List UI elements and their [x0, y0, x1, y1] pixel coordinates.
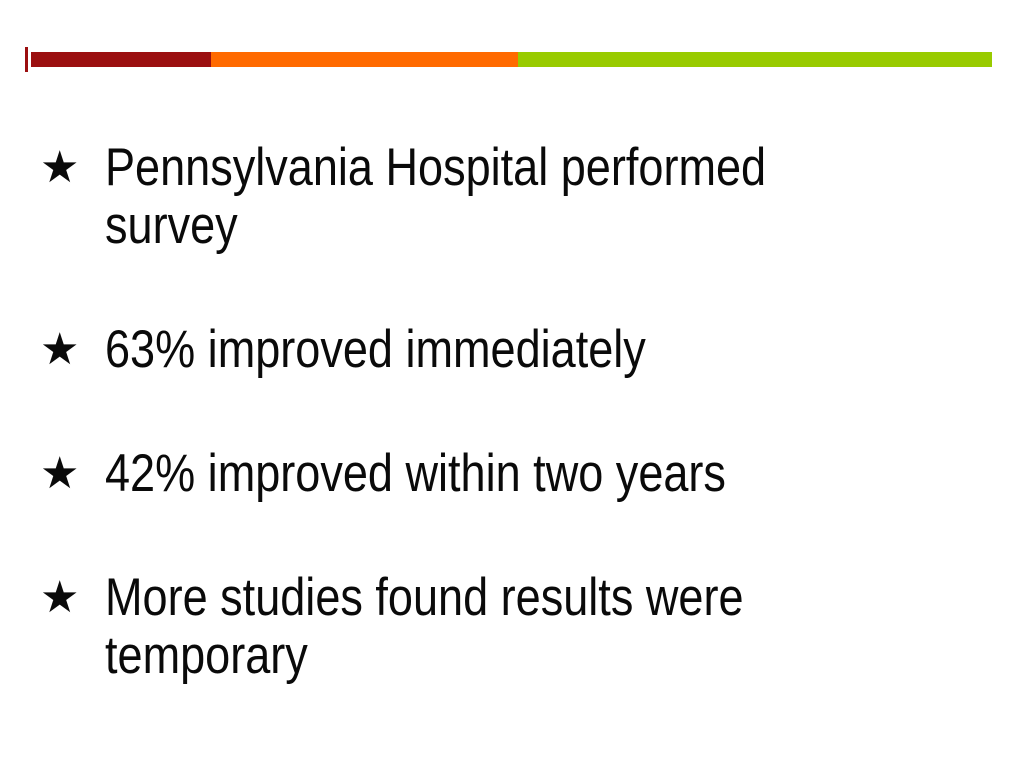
bullet-text: More studies found results were temporar…	[105, 569, 1004, 685]
bullet-line: survey	[105, 196, 238, 255]
accent-bar-tick	[25, 47, 28, 72]
bullet-line: More studies found results were	[105, 568, 744, 627]
bullet-item-42-percent: ★ 42% improved within two years	[40, 445, 1004, 503]
star-bullet-icon: ★	[40, 448, 80, 499]
bullet-line: temporary	[105, 626, 308, 685]
bullet-text: Pennsylvania Hospital performed survey	[105, 139, 1004, 255]
bullet-text: 42% improved within two years	[105, 445, 1004, 503]
accent-bar	[31, 52, 992, 67]
bullet-item-pennsylvania-survey: ★ Pennsylvania Hospital performed survey	[40, 139, 1004, 255]
bullet-text: 63% improved immediately	[105, 321, 1004, 379]
accent-bar-segment-orange	[211, 52, 518, 67]
star-bullet-icon: ★	[40, 324, 80, 375]
bullet-item-63-percent: ★ 63% improved immediately	[40, 321, 1004, 379]
accent-bar-segment-dark-red	[31, 52, 211, 67]
star-bullet-icon: ★	[40, 572, 80, 623]
bullet-line: 63% improved immediately	[105, 320, 646, 379]
bullet-list: ★ Pennsylvania Hospital performed survey…	[40, 139, 1004, 685]
bullet-line: Pennsylvania Hospital performed	[105, 138, 767, 197]
star-bullet-icon: ★	[40, 142, 80, 193]
bullet-item-temporary-results: ★ More studies found results were tempor…	[40, 569, 1004, 685]
accent-bar-segment-green	[518, 52, 992, 67]
bullet-line: 42% improved within two years	[105, 444, 726, 503]
